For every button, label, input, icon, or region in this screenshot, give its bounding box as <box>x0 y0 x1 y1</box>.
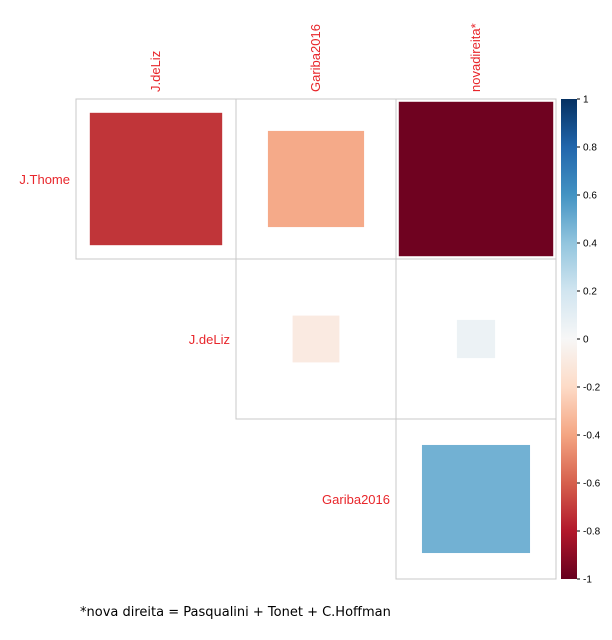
cell-j-thome-j-deliz <box>89 112 223 246</box>
cell-j-thome-novadireita <box>398 101 554 257</box>
cell-gariba2016-novadireita <box>421 444 531 554</box>
colorbar-tick-label: -0.2 <box>583 383 601 394</box>
colorbar-tick-label: 0 <box>583 335 589 346</box>
colorbar-tick-label: 0.8 <box>583 143 597 154</box>
cell-j-thome-gariba2016 <box>267 130 365 228</box>
colorbar-tick-label: 0.6 <box>583 191 597 202</box>
colorbar-tick-label: -0.8 <box>583 527 601 538</box>
colorbar-tick-label: 0.2 <box>583 287 597 298</box>
colorbar-tick-label: -0.4 <box>583 431 601 442</box>
row-label-gariba2016: Gariba2016 <box>322 492 390 507</box>
footnote: *nova direita = Pasqualini + Tonet + C.H… <box>80 605 391 620</box>
column-labels: J.deLiz Gariba2016 novadireita* <box>148 23 483 92</box>
color-legend: 1 0.8 0.6 0.4 0.2 0 -0.2 -0.4 -0.6 -0.8 -1 <box>561 95 601 586</box>
cell-squares <box>89 101 554 554</box>
column-label-gariba2016: Gariba2016 <box>308 24 323 92</box>
colorbar-tick-label: -0.6 <box>583 479 601 490</box>
grid-cell <box>395 418 557 580</box>
colorbar-gradient <box>561 99 577 579</box>
grid-lines <box>75 98 557 580</box>
colorbar-tick-label: 0.4 <box>583 239 597 250</box>
row-label-j-thome: J.Thome <box>19 172 70 187</box>
colorbar-tick-label: 1 <box>583 95 589 106</box>
row-labels: J.Thome J.deLiz Gariba2016 <box>19 172 390 507</box>
row-label-j-deliz: J.deLiz <box>189 332 230 347</box>
cell-j-deliz-novadireita <box>456 319 496 359</box>
column-label-novadireita: novadireita* <box>468 23 483 92</box>
colorbar-tick-label: -1 <box>583 575 592 586</box>
column-label-j-deliz: J.deLiz <box>148 51 163 92</box>
cell-j-deliz-gariba2016 <box>292 315 340 363</box>
